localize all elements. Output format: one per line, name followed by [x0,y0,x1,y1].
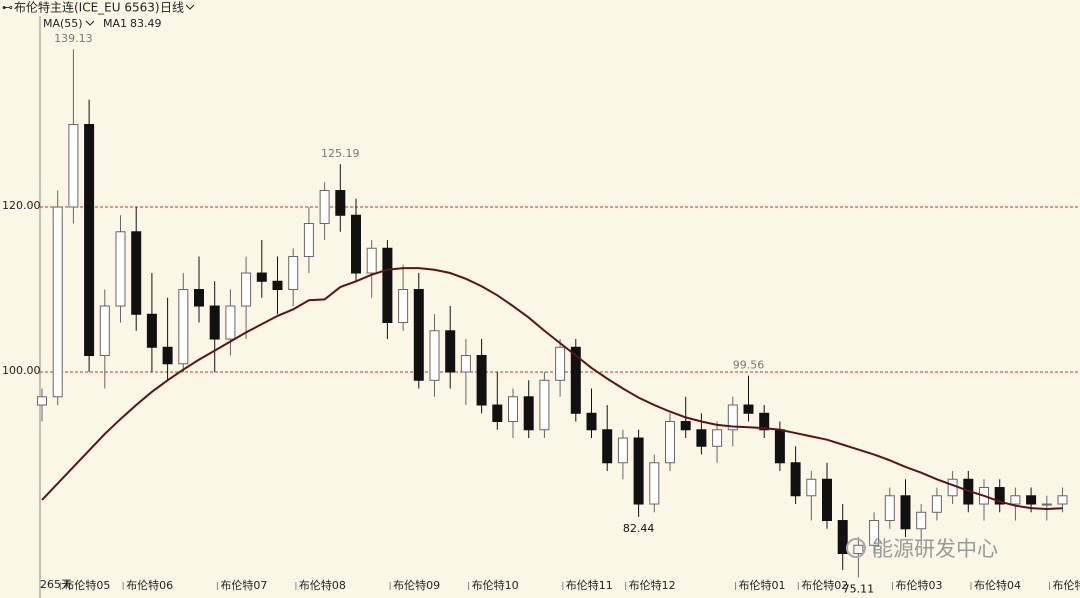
range-label: 265天 [40,578,72,591]
candle-body [115,231,126,307]
candle-body [209,305,220,340]
indicator[interactable]: MA(55) [43,17,83,30]
candle-body [241,272,252,307]
candle-body [319,190,330,225]
candle-body [508,396,518,423]
candle-body [1041,503,1052,506]
chart-icon: ⊷ [2,1,13,14]
candle-body [272,280,283,291]
candle-body [398,289,409,324]
candle-body [52,206,63,398]
candle-body [586,412,597,431]
period-dropdown[interactable] [185,4,195,10]
y-tick-label: 100.00 [2,364,41,377]
x-tick-label: 布伦特05 [1053,578,1080,592]
x-tick-label: 布伦特05 [63,578,110,592]
candle-body [351,214,361,274]
candle-body [523,396,534,431]
candle-body [162,346,173,365]
candle-body [837,520,848,555]
x-tick-label: 布伦特03 [896,578,943,592]
ma-line [41,267,1063,510]
x-tick-label: 布伦特04 [974,578,1021,592]
candle-body [727,404,738,431]
candle-body [539,379,550,431]
candle-body [759,412,770,431]
x-tick-label: 布伦特09 [393,578,440,592]
candle-body [931,495,942,513]
candle-body [884,495,895,522]
y-tick-label: 120.00 [2,199,41,212]
period[interactable]: 日线 [160,1,184,15]
x-tick-label: 布伦特01 [739,578,786,592]
x-tick-label: 布伦特07 [220,578,267,592]
candle-body [1026,495,1037,505]
candle-body [633,437,644,505]
candle-body [445,330,456,373]
candle-body [99,305,110,357]
candle-body [225,305,236,340]
candle-body [131,231,142,315]
indicator-dropdown[interactable] [85,20,95,26]
watermark-icon [846,538,866,558]
candle-body [413,289,424,381]
candle-body [288,256,299,291]
annotation: 125.19 [321,147,360,160]
x-tick-label: 布伦特12 [629,578,676,592]
watermark: 能源研发中心 [872,537,998,561]
candle-body [178,289,189,365]
symbol[interactable]: 布伦特主连(ICE_EU 6563) [14,0,160,15]
candle-body [476,355,487,406]
candle-body [602,429,613,464]
candle-body [822,478,832,522]
candle-body [869,520,880,546]
candle-body [37,396,47,406]
candle-body [774,429,785,464]
candle-body [382,247,393,324]
candle-body [617,437,628,464]
candle-body [492,404,503,423]
candle-body [947,478,958,497]
candle-body [680,421,691,431]
candle-body [916,511,927,530]
candle-body [743,404,754,414]
candle-body [429,330,440,381]
candle-body [649,462,660,505]
candle-body [665,421,675,464]
candle-body [790,462,801,497]
x-tick-label: 布伦特10 [472,578,519,592]
candle-body [335,190,346,216]
candle-body [900,495,911,530]
ma-legend-value: 83.49 [130,17,162,30]
x-tick-label: 布伦特11 [566,578,613,592]
candle-body [696,429,707,447]
annotation: 139.13 [54,32,93,45]
candle-body [555,346,566,381]
candle-body [84,124,95,357]
candle-body [1010,495,1021,505]
candle-body [806,478,817,497]
annotation: 99.56 [733,359,765,372]
candle-body [194,289,204,307]
annotation: 75.11 [843,582,875,595]
candle-body [68,124,79,208]
x-tick-label: 布伦特08 [299,578,346,592]
candle-body [994,487,1005,505]
candle-body [366,247,377,274]
candle-body [303,223,314,258]
ma-legend-name: MA1 [103,17,127,30]
candle-body [146,313,157,348]
candle-body [256,272,267,282]
candle-body [460,355,471,373]
x-tick-label: 布伦特02 [801,578,848,592]
candle-body [853,544,864,555]
candle-body [1057,495,1068,505]
candle-body [570,346,581,414]
x-tick-label: 布伦特06 [126,578,173,592]
annotation: 82.44 [623,522,655,535]
candle-body [712,429,723,447]
